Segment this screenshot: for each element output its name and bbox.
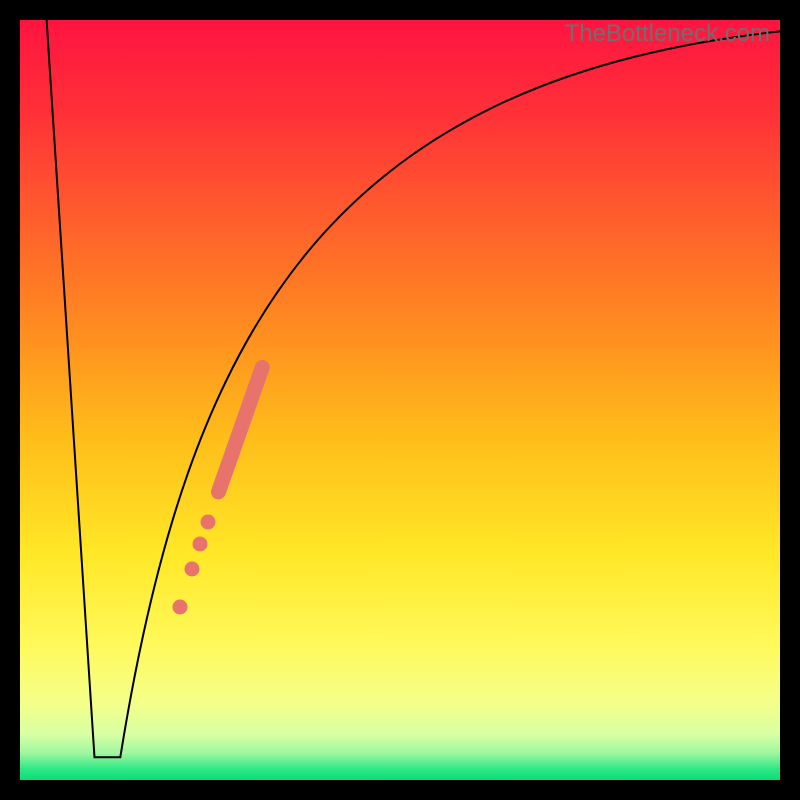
bottleneck-curve (47, 20, 780, 757)
chart-svg (20, 20, 780, 780)
series-marker (172, 600, 187, 615)
series-marker (200, 514, 215, 529)
series-marker (184, 562, 199, 577)
plot-area (20, 20, 780, 780)
stage: TheBottleneck.com (0, 0, 800, 800)
watermark-text: TheBottleneck.com (565, 20, 770, 48)
series-marker (193, 537, 208, 552)
